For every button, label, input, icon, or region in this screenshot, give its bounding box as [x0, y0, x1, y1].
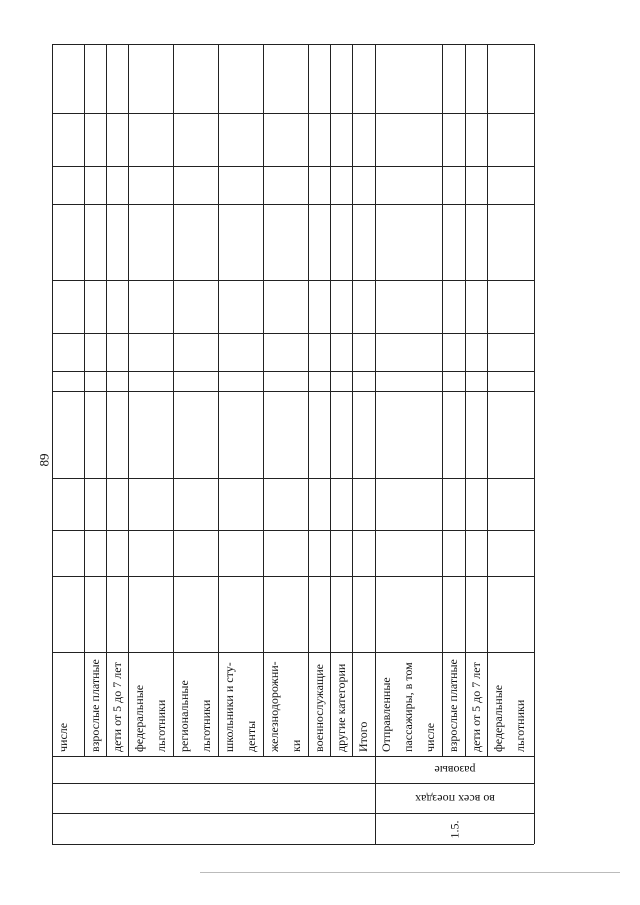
- row-label-text: льготники: [513, 699, 527, 752]
- row-label-cell: региональные льготники: [173, 652, 218, 756]
- trains-label: во всех поездах: [415, 792, 495, 806]
- row-label-text: дети от 5 до 7 лет: [110, 662, 124, 752]
- row-label-text: Отправленные: [379, 677, 393, 752]
- table-row-line: [52, 530, 534, 531]
- row-label-text: льготники: [154, 699, 168, 752]
- table-row-line: [52, 113, 534, 114]
- row-label-cell: Итого: [352, 652, 375, 756]
- table-column-line: [534, 44, 535, 756]
- table-column-line: [52, 756, 53, 844]
- row-label-text: взрослые платные: [88, 659, 102, 752]
- row-label-cell: дети от 5 до 7 лет: [465, 652, 487, 756]
- table-column-line: [330, 44, 331, 756]
- table-column-line: [263, 44, 264, 756]
- table-column-line: [218, 44, 219, 756]
- row-label-text: федеральные: [491, 684, 505, 752]
- section-number: 1.5.: [447, 820, 462, 839]
- table-row-line: [52, 371, 534, 372]
- table-row-line: [52, 333, 534, 334]
- table-row-line: [52, 576, 534, 577]
- table-column-line: [352, 44, 353, 756]
- row-label-text: военнослужащие: [312, 664, 326, 752]
- row-label-text: льготники: [199, 699, 213, 752]
- table-column-line: [84, 44, 85, 756]
- ticket-type-label: разовые: [434, 763, 476, 777]
- row-label-text: школьники и сту-: [222, 662, 236, 752]
- row-label-text: федеральные: [132, 684, 146, 752]
- row-label-cell: федеральные льготники: [128, 652, 173, 756]
- table-column-line: [128, 44, 129, 756]
- table-row-line: [52, 391, 534, 392]
- row-label-text: денты: [244, 720, 258, 752]
- table-column-line: [534, 756, 535, 844]
- table-row-line: [52, 652, 534, 653]
- table-column-line: [173, 44, 174, 756]
- row-label-cell: школьники и сту-денты: [218, 652, 263, 756]
- row-label-cell: железнодорожни-ки: [263, 652, 308, 756]
- table-row-line: [52, 756, 534, 757]
- table-column-line: [375, 756, 376, 844]
- row-label-cell: другие категории: [330, 652, 352, 756]
- row-label-text: региональные: [177, 680, 191, 752]
- table-row-line: [52, 783, 534, 784]
- table-column-line: [52, 44, 53, 756]
- row-label-cell: дети от 5 до 7 лет: [106, 652, 128, 756]
- table-column-line: [106, 44, 107, 756]
- table-row-line: [52, 844, 534, 845]
- table-row-line: [52, 280, 534, 281]
- table-row-line: [52, 478, 534, 479]
- table-column-line: [487, 44, 488, 756]
- row-label-text: ки: [289, 739, 303, 752]
- table-column-line: [375, 44, 376, 756]
- row-label-text: железнодорожни-: [267, 661, 281, 752]
- table-row-line: [52, 204, 534, 205]
- table-column-line: [308, 44, 309, 756]
- table-row-line: [52, 44, 534, 45]
- scan-edge: [200, 872, 620, 873]
- row-label-cell: числе: [52, 652, 84, 756]
- row-label-cell: взрослые платные: [84, 652, 106, 756]
- row-label-text: Итого: [356, 721, 370, 752]
- row-label-cell: Отправленные пассажиры, в том числе: [375, 652, 442, 756]
- row-label-cell: взрослые платные: [442, 652, 465, 756]
- table-column-line: [442, 44, 443, 756]
- page-number: 89: [36, 453, 52, 467]
- row-label-text: числе: [56, 722, 70, 752]
- table-row-line: [52, 166, 534, 167]
- row-label-text: пассажиры, в том: [401, 662, 415, 752]
- table-row-line: [52, 813, 534, 814]
- row-label-cell: федеральные льготники: [487, 652, 534, 756]
- table-column-line: [465, 44, 466, 756]
- row-label-text: взрослые платные: [446, 659, 460, 752]
- row-label-text: другие категории: [334, 663, 348, 752]
- row-label-text: числе: [423, 722, 437, 752]
- row-label-cell: военнослужащие: [308, 652, 330, 756]
- row-label-text: дети от 5 до 7 лет: [469, 662, 483, 752]
